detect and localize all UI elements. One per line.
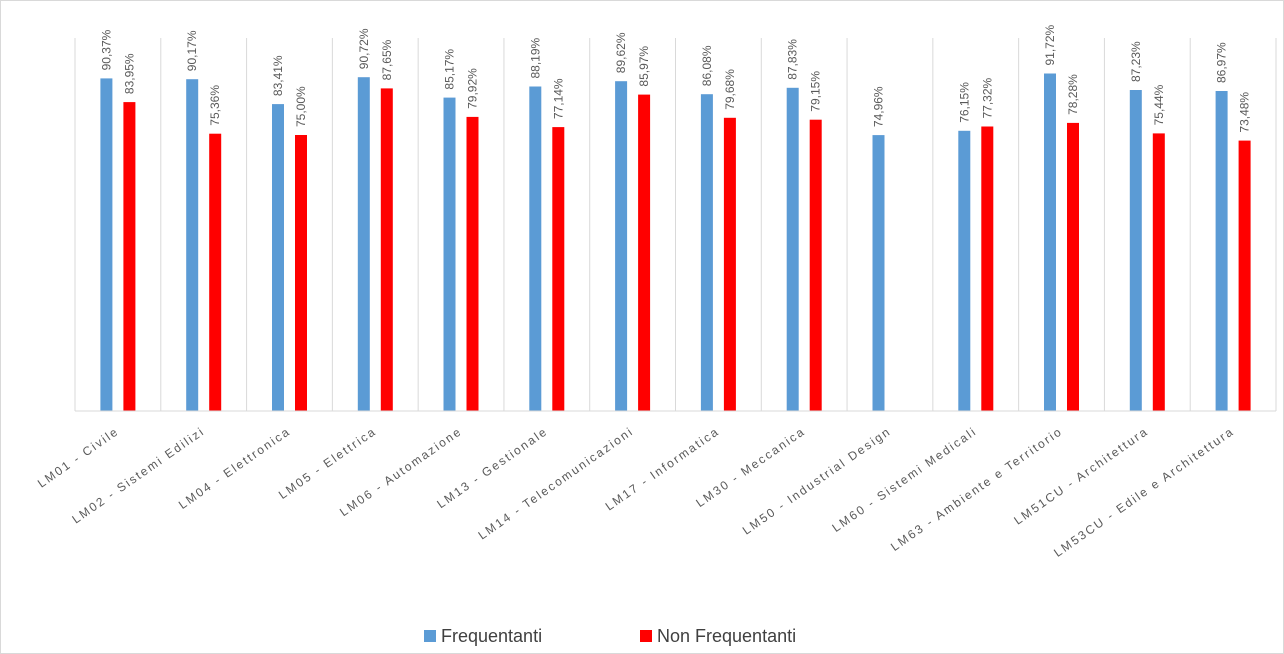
data-label: 88,19%: [528, 37, 542, 78]
data-label: 90,37%: [99, 29, 113, 70]
data-label: 85,97%: [637, 46, 651, 87]
bar-non-frequentanti: [209, 133, 222, 411]
bar-frequentanti: [529, 86, 542, 411]
bar-non-frequentanti: [295, 135, 307, 411]
bar-non-frequentanti: [981, 126, 994, 411]
bar-frequentanti: [786, 87, 799, 412]
bar-non-frequentanti: [552, 127, 565, 411]
data-label: 75,36%: [208, 85, 222, 126]
data-label: 79,92%: [466, 68, 480, 109]
data-label: 87,23%: [1129, 41, 1143, 82]
data-label: 86,08%: [700, 45, 714, 86]
bar-frequentanti: [272, 104, 284, 411]
data-label: 90,72%: [357, 28, 371, 69]
bar-frequentanti: [872, 135, 885, 411]
legend: Frequentanti Non Frequentanti: [424, 626, 796, 646]
data-label: 86,97%: [1215, 42, 1229, 83]
legend-swatch-frequentanti: [424, 630, 436, 642]
bar-frequentanti: [357, 77, 370, 411]
bars-group: [100, 73, 1251, 412]
bar-frequentanti: [100, 78, 113, 412]
bar-non-frequentanti: [380, 88, 393, 412]
bar-frequentanti: [186, 79, 199, 411]
legend-label-frequentanti: Frequentanti: [441, 626, 542, 646]
bar-non-frequentanti: [723, 117, 736, 412]
bar-frequentanti: [1129, 90, 1142, 411]
bar-frequentanti: [1044, 73, 1056, 411]
bar-frequentanti: [615, 81, 628, 411]
bar-non-frequentanti: [809, 119, 822, 411]
data-label: 91,72%: [1043, 24, 1057, 65]
legend-swatch-non-frequentanti: [640, 630, 652, 642]
bar-frequentanti: [958, 130, 971, 412]
data-label: 79,68%: [723, 69, 737, 110]
data-label: 73,48%: [1238, 92, 1252, 133]
data-label: 89,62%: [614, 32, 628, 73]
data-label: 78,28%: [1066, 74, 1080, 115]
data-label: 87,83%: [786, 39, 800, 80]
data-label: 75,44%: [1152, 84, 1166, 125]
data-label: 87,65%: [380, 39, 394, 80]
data-label: 75,00%: [294, 86, 308, 127]
data-label: 77,14%: [551, 78, 565, 119]
legend-label-non-frequentanti: Non Frequentanti: [657, 626, 796, 646]
bar-non-frequentanti: [1067, 122, 1079, 412]
bar-frequentanti: [1215, 91, 1228, 411]
data-label: 83,95%: [122, 53, 136, 94]
data-label: 74,96%: [872, 86, 886, 127]
bar-non-frequentanti: [638, 94, 651, 411]
bar-non-frequentanti: [1238, 140, 1251, 411]
bar-non-frequentanti: [466, 116, 479, 412]
data-label: 85,17%: [443, 49, 457, 90]
data-labels-group: 90,37% 90,17% 83,41% 90,72% 85,17% 88,19% 89,6…: [99, 24, 1251, 132]
data-label: 83,41%: [271, 55, 285, 96]
data-label: 79,15%: [809, 71, 823, 112]
bar-non-frequentanti: [1152, 133, 1165, 411]
data-label: 76,15%: [957, 82, 971, 123]
bar-frequentanti: [443, 97, 456, 411]
category-separators: [74, 38, 1277, 411]
bar-frequentanti: [700, 94, 713, 411]
data-label: 90,17%: [185, 30, 199, 71]
bar-non-frequentanti: [123, 102, 136, 411]
data-label: 77,32%: [980, 77, 994, 118]
